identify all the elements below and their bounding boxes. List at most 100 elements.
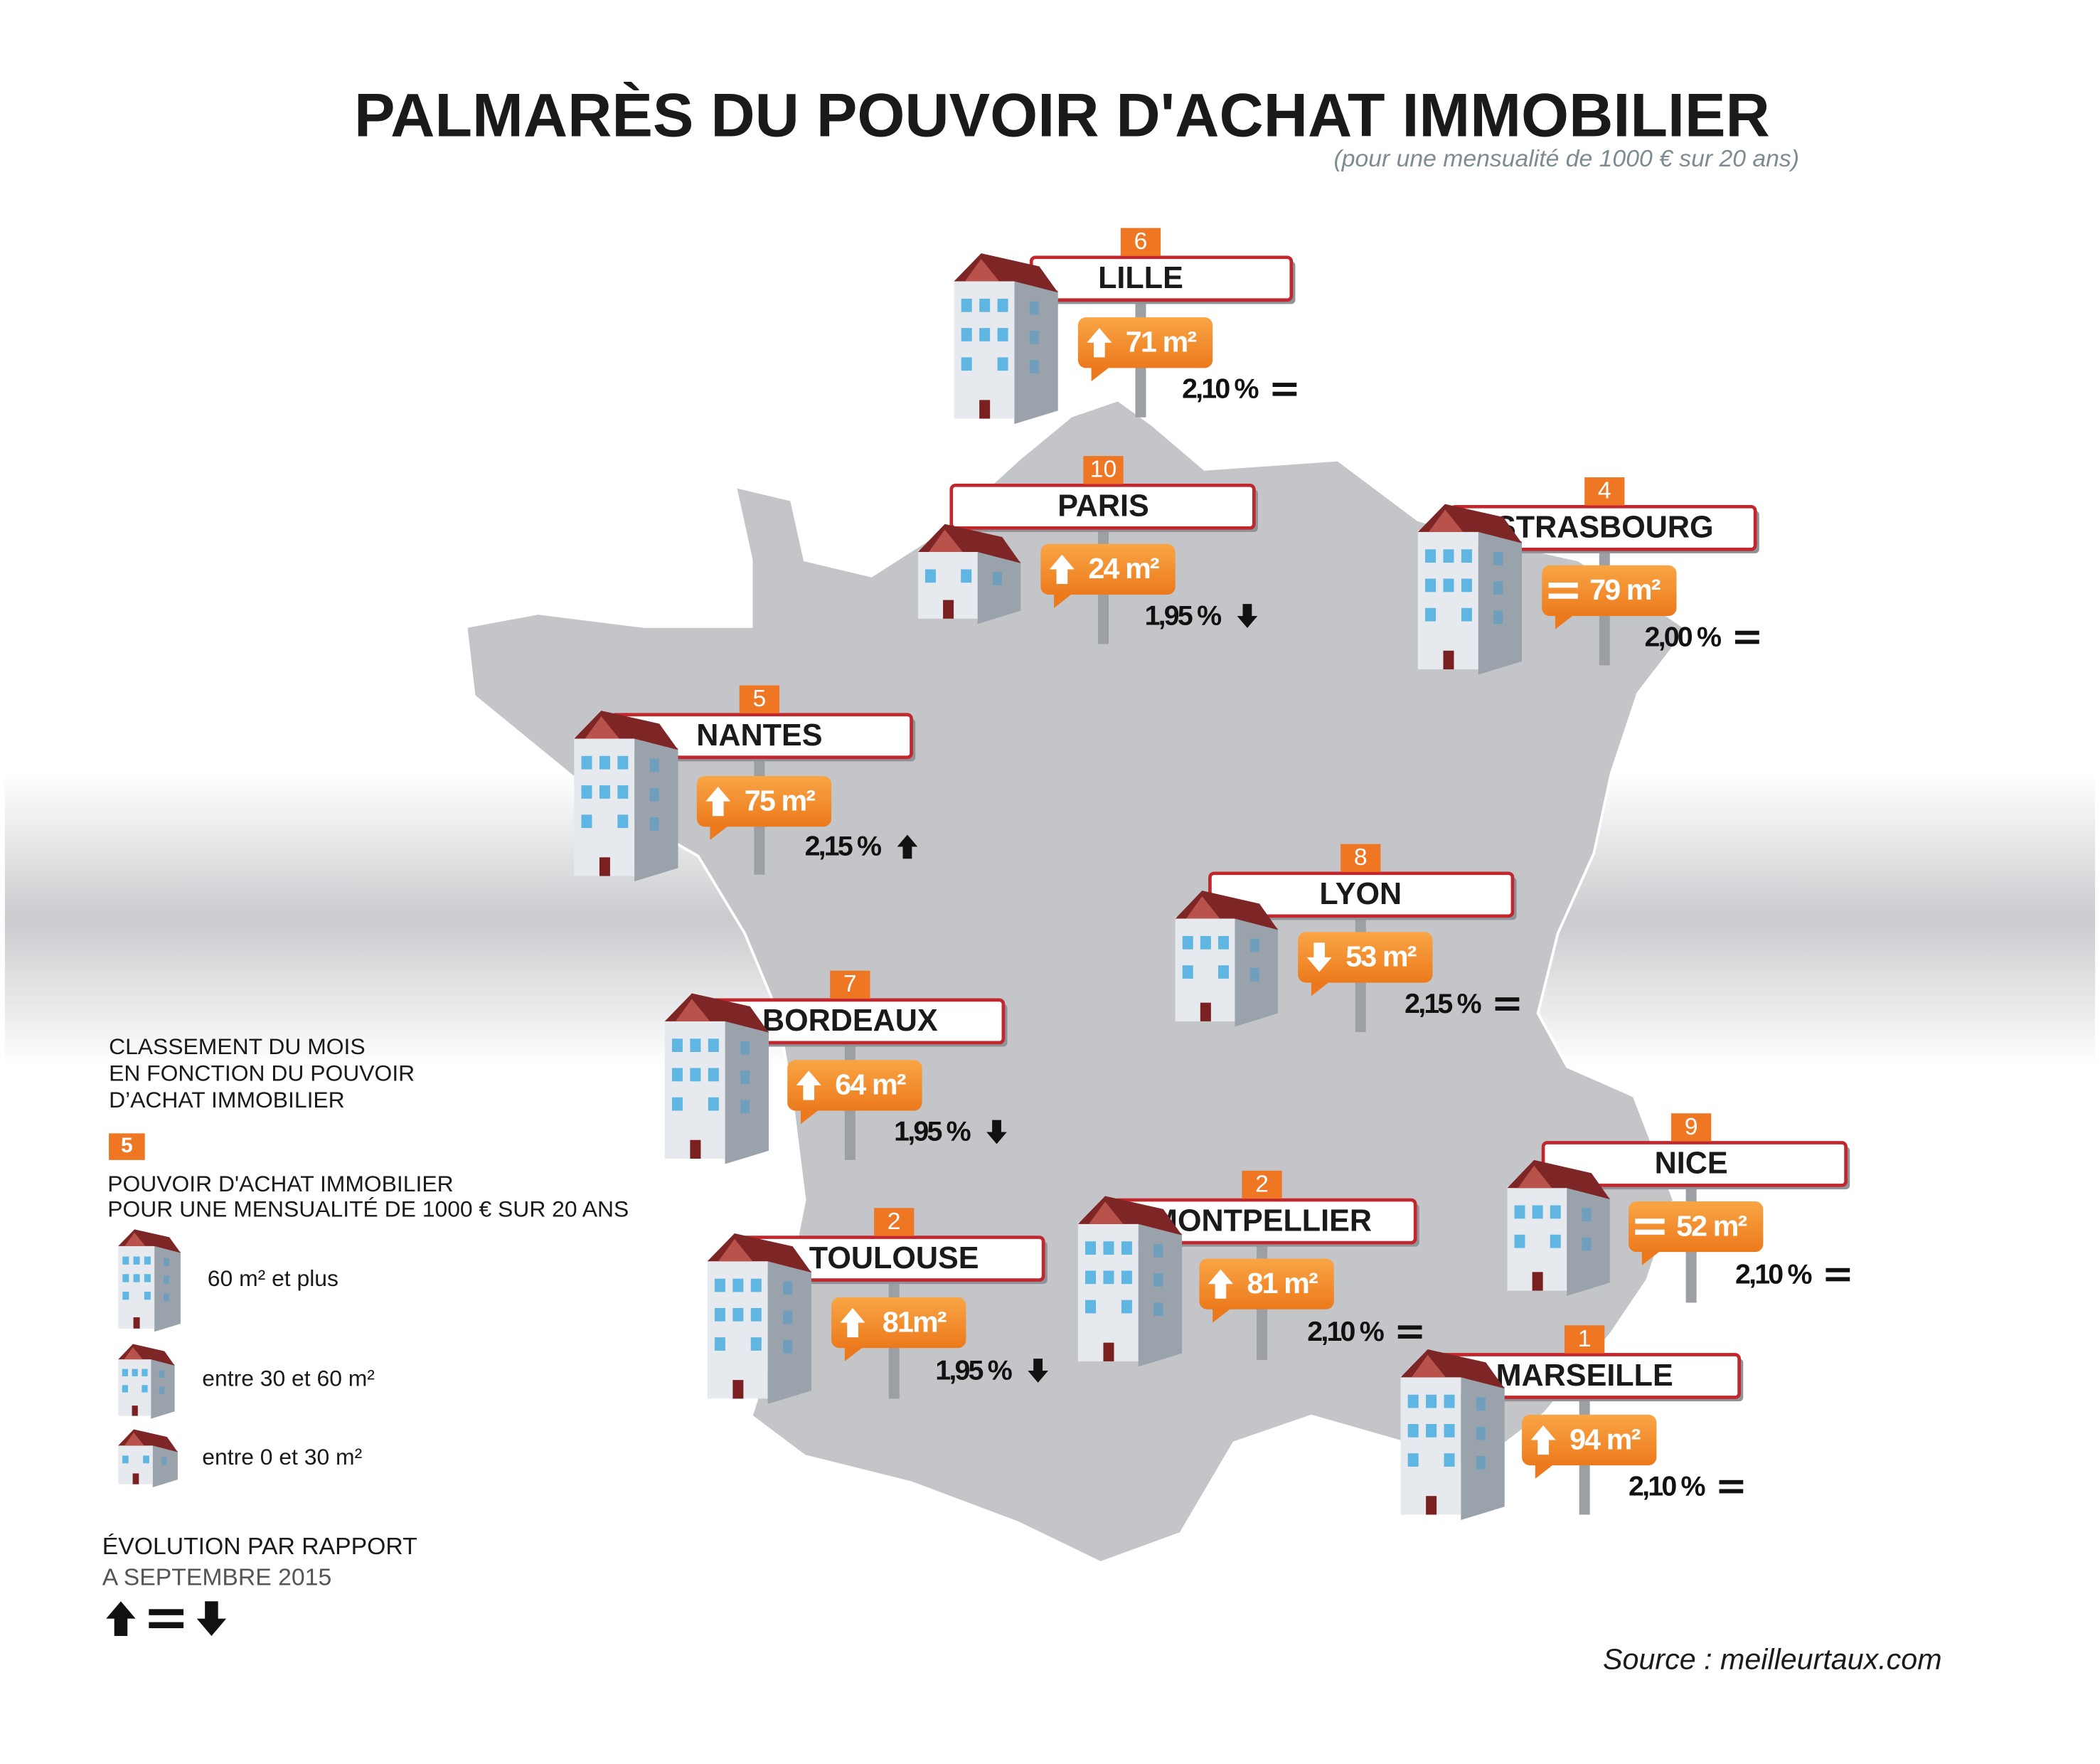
window [750, 1337, 762, 1351]
up-arrow [840, 1307, 865, 1338]
area: 79 m² [1589, 573, 1660, 606]
window [1182, 965, 1193, 979]
side-window [740, 1070, 750, 1084]
building-gable [964, 259, 1000, 282]
window [122, 1256, 129, 1265]
window [1217, 935, 1229, 950]
building-side [1138, 1222, 1183, 1367]
city-name: NANTES [696, 718, 822, 753]
city: NANTES 5 75 m² 2,15 % [574, 685, 918, 882]
building-side [1461, 1375, 1505, 1520]
side-window [1493, 552, 1503, 565]
side-window [1476, 1426, 1486, 1440]
building-side [1478, 530, 1523, 675]
bubble [1629, 1201, 1764, 1253]
window [581, 755, 592, 770]
window [1085, 1300, 1097, 1314]
bubble [1199, 1258, 1334, 1309]
side-window [1582, 1208, 1592, 1222]
window [1182, 935, 1193, 950]
rank-box [1671, 1113, 1712, 1142]
rank-box [1083, 456, 1124, 484]
window [671, 1068, 683, 1082]
city: PARIS 10 24 m² 1,95 % [917, 456, 1258, 644]
window [1407, 1453, 1419, 1467]
bubble [1522, 1414, 1657, 1466]
up-arrow [106, 1601, 136, 1637]
window [617, 785, 629, 799]
door [599, 857, 610, 876]
side-window [783, 1310, 793, 1324]
building-icon [917, 524, 1021, 625]
window [1217, 965, 1229, 979]
up-arrow [705, 786, 731, 817]
door [1532, 1272, 1543, 1291]
rank-box [874, 1208, 915, 1236]
building-gable [1518, 1165, 1552, 1189]
window [997, 328, 1008, 341]
window [1407, 1423, 1419, 1438]
rate: 2,10 % [1182, 373, 1258, 405]
window [1461, 549, 1472, 563]
building-side [152, 1444, 178, 1488]
rank: 9 [1685, 1113, 1698, 1140]
window [133, 1274, 140, 1282]
building-side [725, 1019, 769, 1164]
side-window [1029, 360, 1039, 373]
window [961, 569, 972, 583]
rate: 1,95 % [1145, 600, 1221, 631]
legend-text: POUVOIR D'ACHAT IMMOBILIER [107, 1171, 453, 1196]
side-window [159, 1386, 165, 1394]
rank-box [1242, 1170, 1282, 1199]
side-window [163, 1275, 169, 1284]
equal-symbol [1397, 1325, 1422, 1330]
city: LYON 8 53 m² 2,15 % [1175, 844, 1520, 1032]
window [1426, 1394, 1437, 1408]
rank: 8 [1354, 844, 1368, 871]
rank-box [109, 1133, 145, 1160]
rank-box [1584, 477, 1625, 506]
city-name: MONTPELLIER [1152, 1204, 1372, 1238]
window [142, 1369, 148, 1376]
city-name: NICE [1655, 1147, 1728, 1181]
window [690, 1068, 701, 1082]
window [714, 1337, 725, 1351]
rank-box [1341, 844, 1381, 872]
equal-symbol [1719, 1489, 1744, 1494]
up-arrow [1208, 1269, 1233, 1299]
window [1443, 578, 1454, 593]
building-gable [676, 999, 710, 1021]
window [732, 1307, 744, 1322]
side-window [1582, 1237, 1592, 1251]
up-arrow [1530, 1425, 1556, 1455]
area: 52 m² [1676, 1209, 1747, 1242]
door [133, 1317, 140, 1329]
building-icon [1507, 1159, 1610, 1297]
legend-label: entre 30 et 60 m² [202, 1366, 375, 1391]
rank: 2 [888, 1208, 901, 1235]
equal-symbol [1735, 639, 1759, 644]
rank-box [1120, 228, 1161, 256]
window [1085, 1270, 1097, 1285]
bubble [1040, 543, 1176, 595]
window [1426, 1423, 1437, 1438]
window [979, 328, 991, 341]
window [1550, 1205, 1561, 1219]
equal-symbol [1635, 1229, 1665, 1235]
window [961, 298, 972, 312]
door [132, 1406, 138, 1416]
area: 81m² [883, 1305, 947, 1338]
window [617, 755, 629, 770]
window [1514, 1205, 1525, 1219]
legend-text: D’ACHAT IMMOBILIER [109, 1087, 345, 1112]
building-gable [1411, 1354, 1446, 1378]
equal-symbol [1735, 630, 1759, 635]
side-window [1029, 330, 1039, 344]
window [708, 1038, 719, 1053]
side-window [783, 1339, 793, 1354]
rate: 2,00 % [1645, 621, 1721, 652]
legend-text: A SEPTEMBRE 2015 [102, 1563, 332, 1590]
legend-text: EN FONCTION DU POUVOIR [109, 1060, 415, 1085]
side-window [1153, 1302, 1163, 1317]
